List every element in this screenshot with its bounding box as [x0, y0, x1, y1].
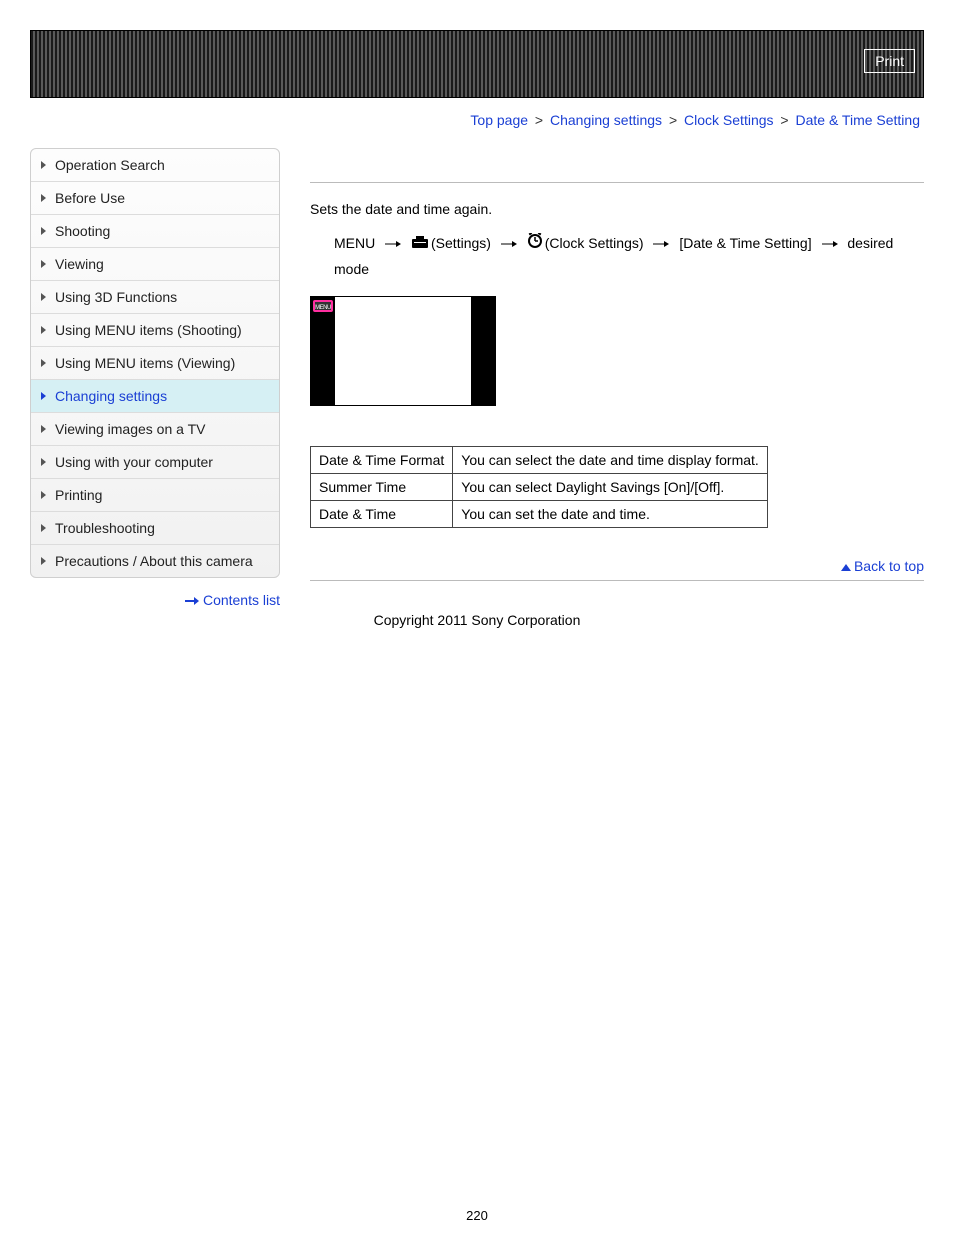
setting-desc-cell: You can set the date and time.: [453, 501, 768, 528]
setting-name-cell: Date & Time Format: [311, 447, 453, 474]
setting-desc-cell: You can select the date and time display…: [453, 447, 768, 474]
sidebar-item[interactable]: Using MENU items (Viewing): [31, 347, 279, 380]
screen-thumbnail: MENU: [310, 296, 496, 406]
sidebar-item[interactable]: Using MENU items (Shooting): [31, 314, 279, 347]
breadcrumb-sep: >: [669, 112, 677, 128]
contents-link-wrap: Contents list: [30, 592, 280, 608]
sidebar-item[interactable]: Changing settings: [31, 380, 279, 413]
arrow-icon: [653, 240, 669, 248]
back-to-top-link[interactable]: Back to top: [854, 558, 924, 574]
divider: [310, 182, 924, 183]
page-number: 220: [466, 1208, 488, 1223]
sidebar-item[interactable]: Troubleshooting: [31, 512, 279, 545]
page-root: Print Top page > Changing settings > Clo…: [0, 0, 954, 688]
sidebar-item[interactable]: Precautions / About this camera: [31, 545, 279, 577]
breadcrumb-sep: >: [780, 112, 788, 128]
main-content: Sets the date and time again. MENU (Sett…: [310, 148, 924, 608]
table-row: Date & TimeYou can set the date and time…: [311, 501, 768, 528]
intro-text: Sets the date and time again.: [310, 201, 924, 217]
setting-name-cell: Date & Time: [311, 501, 453, 528]
clock-settings-label: (Clock Settings): [545, 235, 644, 251]
copyright-text: Copyright 2011 Sony Corporation: [30, 612, 924, 628]
footer-divider: [310, 580, 924, 581]
nav-list: Operation SearchBefore UseShootingViewin…: [30, 148, 280, 578]
sidebar: Operation SearchBefore UseShootingViewin…: [30, 148, 280, 608]
settings-label: (Settings): [431, 235, 491, 251]
menu-path: MENU (Settings) (Clock Settings) [Date &…: [334, 231, 924, 282]
breadcrumb-link-top[interactable]: Top page: [470, 112, 528, 128]
breadcrumb: Top page > Changing settings > Clock Set…: [30, 112, 920, 128]
print-button[interactable]: Print: [864, 49, 915, 73]
header-bar: Print: [30, 30, 924, 98]
breadcrumb-link-changing[interactable]: Changing settings: [550, 112, 662, 128]
breadcrumb-current: Date & Time Setting: [795, 112, 920, 128]
sidebar-item[interactable]: Viewing: [31, 248, 279, 281]
sidebar-item[interactable]: Using with your computer: [31, 446, 279, 479]
thumb-bar-right: [471, 297, 495, 405]
sidebar-item[interactable]: Using 3D Functions: [31, 281, 279, 314]
setting-name-cell: Summer Time: [311, 474, 453, 501]
sidebar-item[interactable]: Shooting: [31, 215, 279, 248]
contents-list-link[interactable]: Contents list: [203, 592, 280, 608]
up-triangle-icon: [841, 564, 851, 571]
setting-desc-cell: You can select Daylight Savings [On]/[Of…: [453, 474, 768, 501]
back-to-top-wrap: Back to top: [310, 558, 924, 574]
arrow-right-icon: [185, 598, 199, 604]
date-time-setting-label: [Date & Time Setting]: [679, 235, 811, 251]
breadcrumb-sep: >: [535, 112, 543, 128]
sidebar-item[interactable]: Operation Search: [31, 149, 279, 182]
toolbox-icon: [411, 232, 429, 257]
menu-label: MENU: [334, 235, 375, 251]
clock-icon: [527, 232, 543, 257]
sidebar-item[interactable]: Printing: [31, 479, 279, 512]
table-row: Summer TimeYou can select Daylight Savin…: [311, 474, 768, 501]
sidebar-item[interactable]: Viewing images on a TV: [31, 413, 279, 446]
layout: Operation SearchBefore UseShootingViewin…: [30, 148, 924, 608]
arrow-icon: [822, 240, 838, 248]
sidebar-item[interactable]: Before Use: [31, 182, 279, 215]
arrow-icon: [501, 240, 517, 248]
thumb-menu-badge: MENU: [313, 300, 333, 312]
settings-table: Date & Time FormatYou can select the dat…: [310, 446, 768, 528]
arrow-icon: [385, 240, 401, 248]
breadcrumb-link-clock[interactable]: Clock Settings: [684, 112, 773, 128]
table-row: Date & Time FormatYou can select the dat…: [311, 447, 768, 474]
